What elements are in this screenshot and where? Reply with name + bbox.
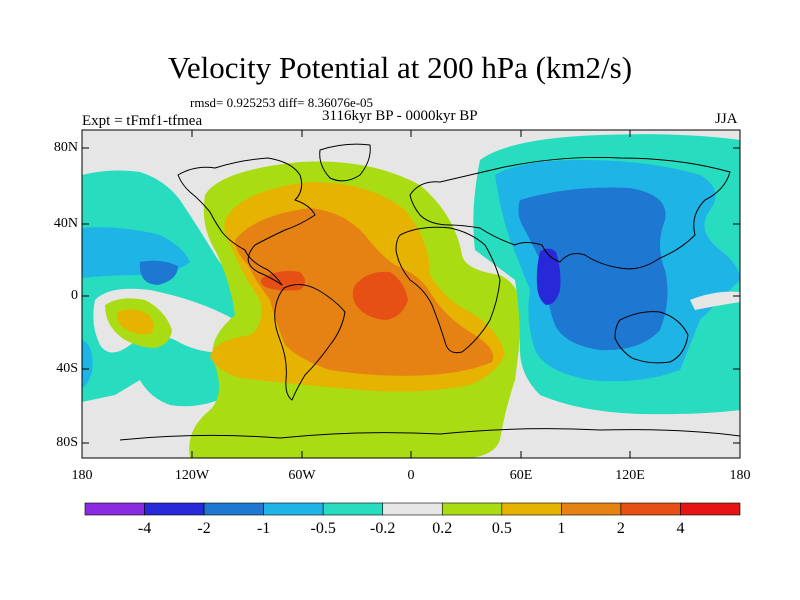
coastline-greenland <box>319 143 371 182</box>
colorbar-label: -1 <box>256 520 271 537</box>
lon-label: 60E <box>509 468 533 483</box>
field-east-darkblue <box>536 248 561 305</box>
colorbar-swatch <box>441 502 503 516</box>
colorbar-swatch <box>680 502 741 516</box>
colorbar-label: -0.5 <box>310 520 336 537</box>
field-south-pacific-neutral <box>690 291 740 310</box>
coastline-antarctica <box>119 428 740 441</box>
field-redorange-atlantic <box>352 271 408 320</box>
lon-label: 60W <box>288 468 316 483</box>
colorbar-swatch <box>144 502 205 516</box>
lon-label: 120W <box>174 468 210 483</box>
coastlines <box>119 143 740 441</box>
colorbar-swatch <box>561 502 622 516</box>
colorbar-label: 1 <box>557 520 566 537</box>
colorbar-swatch <box>382 502 443 516</box>
colorbar-swatch <box>203 502 264 516</box>
colorbar-label: 4 <box>676 520 685 537</box>
lon-label: 180 <box>729 468 751 483</box>
colorbar-swatch <box>263 502 324 516</box>
experiment-label: Expt = tFmf1-tfmea <box>82 113 203 129</box>
stats-line: rmsd= 0.925253 diff= 8.36076e-05 <box>190 95 374 110</box>
colorbar-label: -4 <box>137 520 152 537</box>
lat-label: 40S <box>56 361 78 376</box>
colorbar-swatch <box>620 502 681 516</box>
field-west-pacific-blue <box>139 260 178 285</box>
colorbar-swatch <box>322 502 384 516</box>
coastline-africa <box>395 226 501 354</box>
colorbar-label: 2 <box>616 520 625 537</box>
colorbar-swatch <box>501 502 562 516</box>
field-east-blue <box>518 187 668 351</box>
lon-ticks <box>81 130 741 458</box>
map-title: Velocity Potential at 200 hPa (km2/s) <box>167 50 633 85</box>
field-east-pacific-lightblue-low <box>82 340 93 388</box>
lat-label: 80S <box>56 435 78 450</box>
lat-label: 0 <box>71 288 78 303</box>
lat-label: 80N <box>53 140 78 155</box>
period-label: 3116kyr BP - 0000kyr BP <box>322 108 478 124</box>
colorbar <box>84 502 741 516</box>
field-redorange-caribbean <box>260 270 305 291</box>
coastline-australia <box>614 311 689 364</box>
season-label: JJA <box>715 111 738 127</box>
lat-ticks <box>82 147 740 444</box>
lon-label: 180 <box>71 468 93 483</box>
colorbar-label: 0.5 <box>491 520 512 537</box>
lat-label: 40N <box>53 216 78 231</box>
coastline-europe-asia <box>409 156 731 270</box>
lon-label: 0 <box>407 468 415 483</box>
colorbar-label: -2 <box>197 520 211 537</box>
colorbar-swatch <box>84 502 145 516</box>
colorbar-label: 0.2 <box>432 520 453 537</box>
coastline-north-america <box>177 157 316 286</box>
coastline-south-america <box>274 284 346 401</box>
colorbar-label: -0.2 <box>370 520 396 537</box>
map-field <box>82 130 740 458</box>
lon-label: 120E <box>615 468 645 483</box>
field-pacific-gold <box>116 309 154 335</box>
